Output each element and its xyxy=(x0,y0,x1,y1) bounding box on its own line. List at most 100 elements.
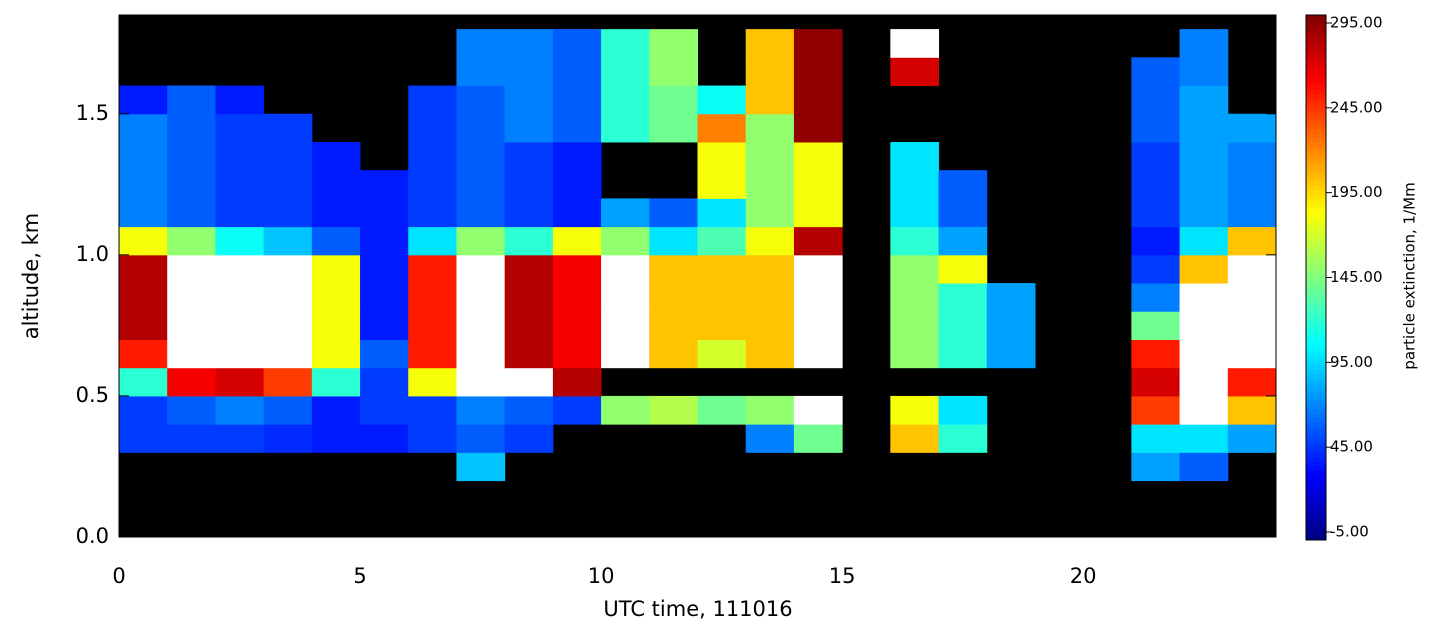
heatmap-cell xyxy=(1131,424,1181,453)
heatmap-cell xyxy=(167,85,216,115)
heatmap-cell xyxy=(697,311,747,340)
colorbar-swatch xyxy=(1306,225,1326,230)
colorbar-swatch xyxy=(1306,334,1326,340)
heatmap-cell xyxy=(504,198,554,228)
colorbar-swatch xyxy=(1306,483,1326,488)
heatmap-cell xyxy=(745,395,795,425)
heatmap-cell xyxy=(119,254,168,284)
heatmap-cell xyxy=(1131,57,1181,87)
heatmap-cell xyxy=(1227,311,1277,340)
heatmap-cell xyxy=(1131,283,1181,312)
heatmap-cell xyxy=(601,29,650,58)
heatmap-cell xyxy=(263,339,313,369)
heatmap-cell xyxy=(649,29,698,58)
heatmap-cell xyxy=(456,424,506,453)
heatmap-cell xyxy=(938,339,988,369)
colorbar-swatch xyxy=(1306,408,1326,414)
colorbar-swatch xyxy=(1306,435,1326,440)
heatmap-cell xyxy=(215,367,265,397)
heatmap-cell xyxy=(504,339,554,369)
colorbar-swatch xyxy=(1306,474,1326,480)
colorbar-swatch xyxy=(1306,98,1326,103)
y-tick-label: 1.5 xyxy=(76,101,109,125)
colorbar-swatch xyxy=(1306,137,1326,143)
heatmap-cell xyxy=(793,283,843,312)
heatmap-cell xyxy=(552,198,602,228)
heatmap-cell xyxy=(1227,141,1277,171)
heatmap-cell xyxy=(1179,452,1229,482)
heatmap-cell xyxy=(1131,141,1181,171)
heatmap-cell xyxy=(456,311,506,340)
heatmap-cell xyxy=(745,254,795,284)
heatmap-cell xyxy=(408,311,457,340)
colorbar-tick-label: 95.00 xyxy=(1330,353,1373,371)
colorbar-swatch xyxy=(1306,290,1326,296)
colorbar-swatch xyxy=(1306,491,1326,497)
heatmap-cell xyxy=(938,395,988,425)
heatmap-cell xyxy=(601,113,650,143)
heatmap-cell xyxy=(119,170,168,199)
heatmap-cell xyxy=(697,395,747,425)
colorbar-swatch xyxy=(1306,181,1326,187)
heatmap-cell xyxy=(119,141,168,171)
colorbar-swatch xyxy=(1306,299,1326,305)
heatmap-cell xyxy=(504,170,554,199)
colorbar-swatch xyxy=(1306,268,1326,274)
heatmap-cell xyxy=(1179,226,1229,256)
colorbar-swatch xyxy=(1306,246,1326,252)
x-tick-label: 15 xyxy=(829,564,856,588)
heatmap-cell xyxy=(456,395,506,425)
heatmap-cell xyxy=(311,395,361,425)
heatmap-cell xyxy=(793,254,843,284)
heatmap-cell xyxy=(215,198,265,228)
colorbar-tick-label: 145.00 xyxy=(1330,268,1383,286)
colorbar-swatch xyxy=(1306,535,1326,541)
heatmap-cell xyxy=(504,113,554,143)
colorbar-swatch xyxy=(1306,421,1326,427)
heatmap-cell xyxy=(263,283,313,312)
heatmap-cell xyxy=(119,311,168,340)
heatmap-cell xyxy=(119,395,168,425)
heatmap-cell xyxy=(167,395,216,425)
heatmap-cell xyxy=(1227,254,1277,284)
heatmap-cell xyxy=(793,141,843,171)
heatmap-cell xyxy=(119,85,168,115)
heatmap-cell xyxy=(1131,170,1181,199)
heatmap-cell xyxy=(263,198,313,228)
heatmap-cell xyxy=(360,424,409,453)
heatmap-cell xyxy=(1227,226,1277,256)
heatmap-cell xyxy=(552,57,602,87)
colorbar-swatch xyxy=(1306,198,1326,204)
heatmap-cell xyxy=(1131,113,1181,143)
heatmap-cell xyxy=(649,311,698,340)
heatmap-cell xyxy=(408,367,457,397)
colorbar-swatch xyxy=(1306,251,1326,257)
colorbar-swatch xyxy=(1306,146,1326,152)
heatmap-cell xyxy=(167,254,216,284)
heatmap-cell xyxy=(215,85,265,115)
heatmap-cell xyxy=(504,395,554,425)
colorbar-swatch xyxy=(1306,478,1326,484)
heatmap-cell xyxy=(745,424,795,453)
heatmap-cell xyxy=(793,198,843,228)
heatmap-cell xyxy=(1179,57,1229,87)
heatmap-cell xyxy=(215,170,265,199)
colorbar-swatch xyxy=(1306,417,1326,423)
heatmap-cell xyxy=(456,283,506,312)
colorbar-swatch xyxy=(1306,238,1326,243)
colorbar-swatch xyxy=(1306,430,1326,436)
heatmap-cell xyxy=(119,113,168,143)
heatmap-cell xyxy=(504,283,554,312)
heatmap-cell xyxy=(793,57,843,87)
heatmap-cell xyxy=(119,226,168,256)
heatmap-cell xyxy=(504,254,554,284)
x-tick-label: 5 xyxy=(353,564,366,588)
heatmap-cell xyxy=(1179,283,1229,312)
heatmap-cell xyxy=(1179,395,1229,425)
heatmap-cell xyxy=(601,57,650,87)
heatmap-cell xyxy=(408,254,457,284)
heatmap-cell xyxy=(697,170,747,199)
y-tick-label: 0.5 xyxy=(76,383,109,407)
colorbar-swatch xyxy=(1306,106,1326,112)
heatmap-cell xyxy=(167,424,216,453)
